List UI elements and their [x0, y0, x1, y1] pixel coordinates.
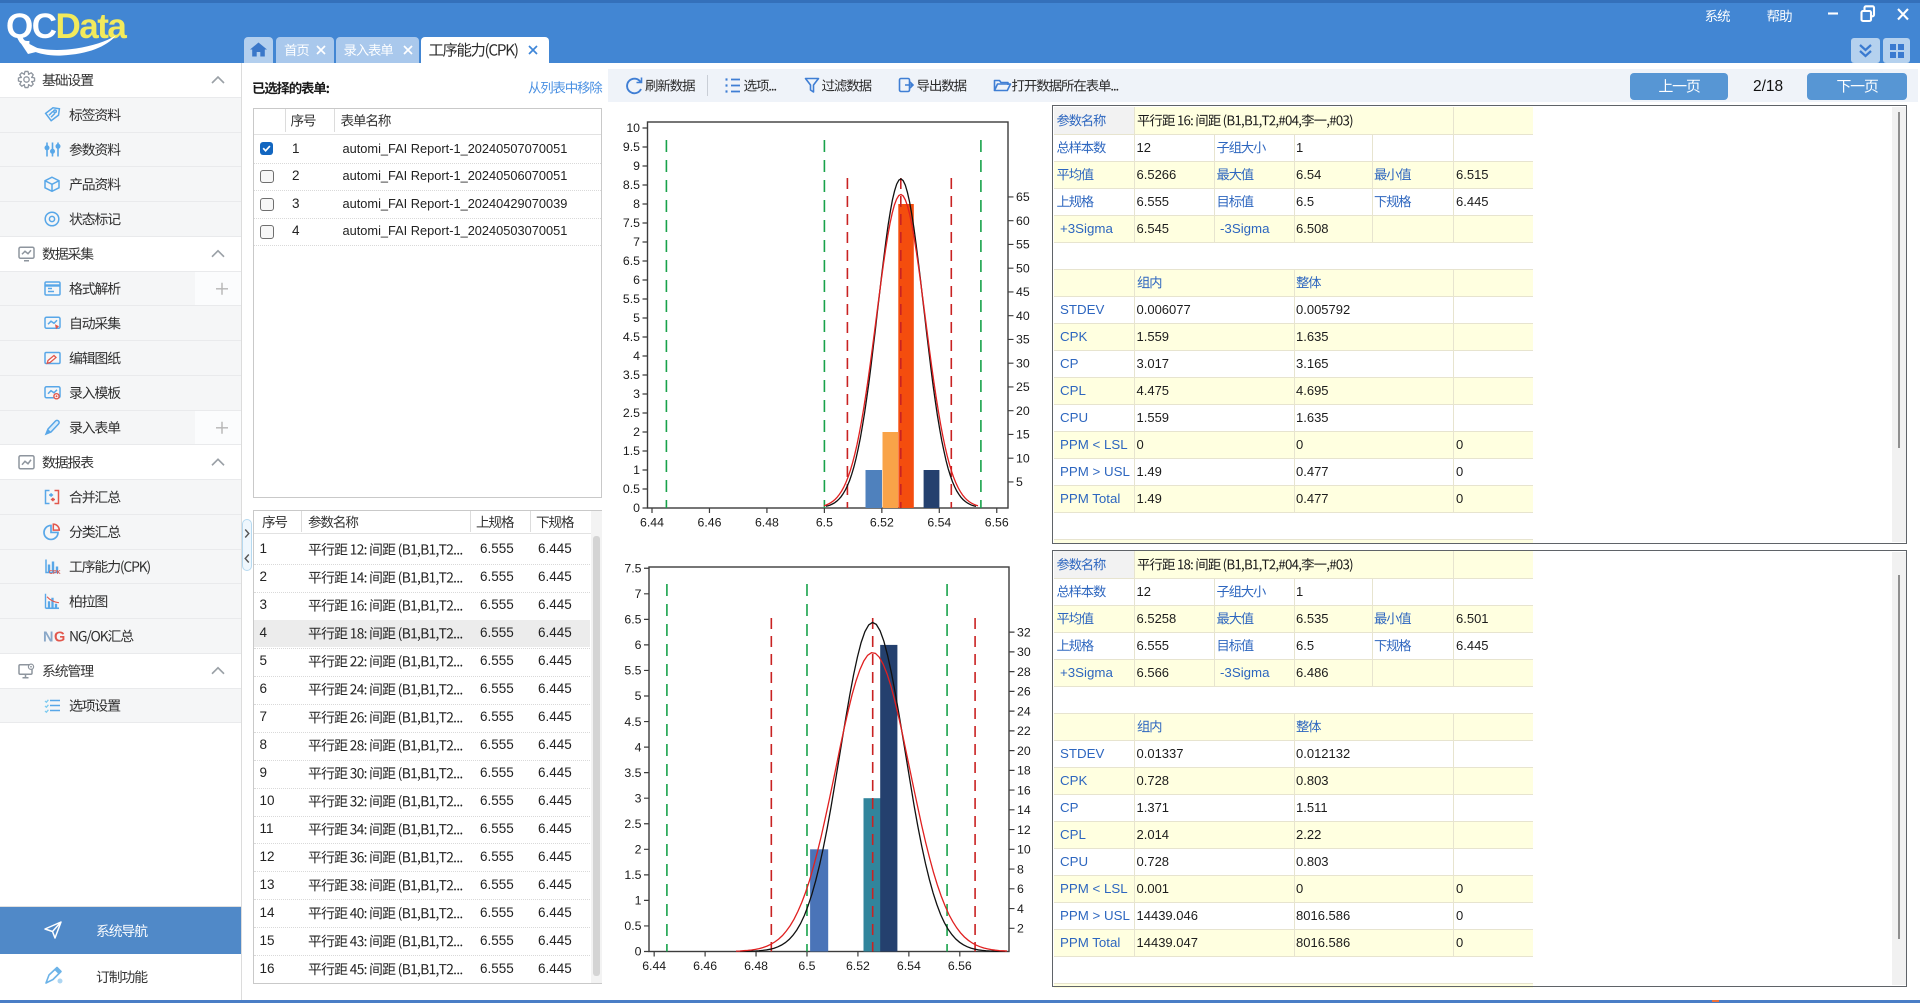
svg-text:6.48: 6.48 [744, 959, 768, 973]
svg-text:6: 6 [635, 638, 642, 652]
svg-text:0: 0 [633, 501, 640, 515]
svg-text:60: 60 [1016, 214, 1030, 228]
svg-text:20: 20 [1017, 744, 1031, 758]
svg-text:1.5: 1.5 [623, 444, 640, 458]
svg-text:6.54: 6.54 [897, 959, 921, 973]
svg-text:10: 10 [1016, 451, 1030, 465]
svg-text:6.52: 6.52 [846, 959, 870, 973]
svg-text:7.5: 7.5 [624, 561, 641, 575]
svg-text:6.54: 6.54 [927, 516, 951, 530]
svg-text:5: 5 [633, 311, 640, 325]
svg-text:14: 14 [1017, 803, 1031, 817]
svg-text:32: 32 [1017, 625, 1031, 639]
svg-text:1.5: 1.5 [624, 868, 641, 882]
svg-text:6.5: 6.5 [623, 254, 640, 268]
svg-text:7: 7 [635, 587, 642, 601]
svg-text:35: 35 [1016, 333, 1030, 347]
svg-text:3.5: 3.5 [624, 766, 641, 780]
svg-text:15: 15 [1016, 428, 1030, 442]
svg-text:6.5: 6.5 [798, 959, 815, 973]
svg-text:0.5: 0.5 [624, 919, 641, 933]
svg-text:2.5: 2.5 [623, 406, 640, 420]
svg-text:3: 3 [635, 791, 642, 805]
svg-text:6.46: 6.46 [697, 516, 721, 530]
svg-text:5.5: 5.5 [624, 664, 641, 678]
svg-text:30: 30 [1017, 645, 1031, 659]
svg-text:6.44: 6.44 [640, 516, 664, 530]
svg-text:6.5: 6.5 [624, 613, 641, 627]
svg-text:2: 2 [633, 425, 640, 439]
svg-text:8: 8 [1017, 862, 1024, 876]
svg-text:0.5: 0.5 [623, 482, 640, 496]
svg-text:55: 55 [1016, 238, 1030, 252]
svg-text:5: 5 [635, 689, 642, 703]
svg-text:22: 22 [1017, 724, 1031, 738]
svg-text:2.5: 2.5 [624, 817, 641, 831]
svg-text:4: 4 [1017, 902, 1024, 916]
svg-text:4: 4 [633, 349, 640, 363]
svg-text:10: 10 [1017, 843, 1031, 857]
svg-text:30: 30 [1016, 356, 1030, 370]
svg-text:8.5: 8.5 [623, 178, 640, 192]
svg-text:2: 2 [635, 843, 642, 857]
svg-text:3: 3 [633, 387, 640, 401]
svg-text:10: 10 [626, 121, 640, 135]
svg-text:4.5: 4.5 [623, 330, 640, 344]
svg-text:6.48: 6.48 [755, 516, 779, 530]
svg-text:26: 26 [1017, 685, 1031, 699]
svg-text:6: 6 [1017, 882, 1024, 896]
svg-text:5: 5 [1016, 475, 1023, 489]
svg-text:6.44: 6.44 [642, 959, 666, 973]
svg-text:7: 7 [633, 235, 640, 249]
svg-text:40: 40 [1016, 309, 1030, 323]
svg-text:6.56: 6.56 [948, 959, 972, 973]
svg-text:6: 6 [633, 273, 640, 287]
svg-text:6.5: 6.5 [816, 516, 833, 530]
svg-text:50: 50 [1016, 261, 1030, 275]
svg-text:1: 1 [633, 463, 640, 477]
svg-text:9: 9 [633, 159, 640, 173]
svg-text:NG: NG [43, 630, 66, 646]
svg-text:18: 18 [1017, 764, 1031, 778]
svg-text:6.52: 6.52 [870, 516, 894, 530]
svg-text:4: 4 [635, 740, 642, 754]
svg-text:24: 24 [1017, 704, 1031, 718]
svg-text:9.5: 9.5 [623, 140, 640, 154]
svg-text:CPK: CPK [49, 570, 61, 576]
svg-text:20: 20 [1016, 404, 1030, 418]
svg-text:7.5: 7.5 [623, 216, 640, 230]
svg-text:8: 8 [633, 197, 640, 211]
svg-text:1: 1 [635, 894, 642, 908]
svg-text:3.5: 3.5 [623, 368, 640, 382]
svg-text:45: 45 [1016, 285, 1030, 299]
svg-text:6.46: 6.46 [693, 959, 717, 973]
svg-text:65: 65 [1016, 190, 1030, 204]
svg-text:5.5: 5.5 [623, 292, 640, 306]
svg-text:12: 12 [1017, 823, 1031, 837]
svg-text:0: 0 [635, 945, 642, 959]
svg-text:4.5: 4.5 [624, 715, 641, 729]
svg-text:28: 28 [1017, 665, 1031, 679]
svg-text:16: 16 [1017, 783, 1031, 797]
svg-text:25: 25 [1016, 380, 1030, 394]
svg-text:2: 2 [1017, 922, 1024, 936]
svg-text:6.56: 6.56 [985, 516, 1009, 530]
